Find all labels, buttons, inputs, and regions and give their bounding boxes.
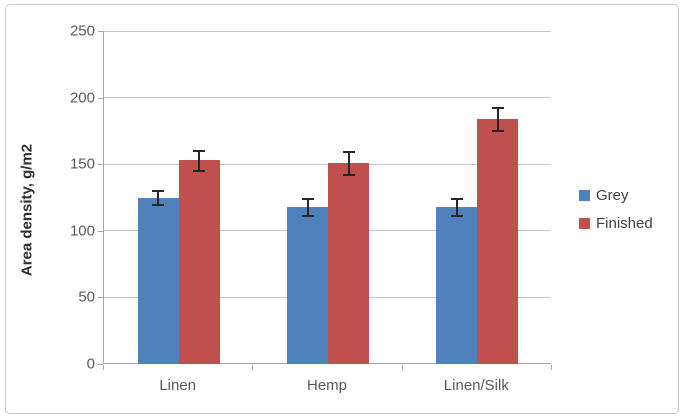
bar-grey-hemp [287,206,328,364]
error-cap-top-finished-hemp [342,150,355,153]
error-bar-finished-hemp [347,150,350,175]
error-cap-bottom-finished-linen [193,169,206,172]
x-tick-mark-1 [252,365,253,370]
y-tick-label-200: 200 [69,89,95,107]
plot-area [103,30,551,364]
error-cap-bottom-finished-hemp [342,173,355,176]
legend-label-grey: Grey [596,187,629,204]
y-tick-mark-200 [98,97,103,99]
y-axis-title: Area density, g/m2 [18,143,36,277]
x-tick-label-hemp: Hemp [306,377,347,394]
error-cap-bottom-grey-linen-silk [450,215,463,218]
gridline-200 [104,97,551,99]
error-cap-bottom-grey-hemp [301,215,314,218]
y-tick-label-50: 50 [78,288,95,306]
error-bar-grey-linen-silk [455,197,458,217]
error-cap-top-grey-hemp [301,197,314,200]
error-cap-top-finished-linen [193,149,206,152]
x-tick-label-linen: Linen [159,377,197,394]
bar-finished-linen [178,160,220,364]
error-cap-top-grey-linen-silk [450,197,463,200]
bar-finished-linen-silk [477,118,519,364]
x-tick-mark-0 [103,365,104,370]
bar-finished-hemp [328,162,369,364]
legend-label-finished: Finished [596,215,653,232]
error-bar-grey-hemp [306,197,309,217]
gridline-250 [104,30,551,32]
error-cap-top-grey-linen [152,189,165,192]
bar-grey-linen-silk [436,206,478,364]
gridline-150 [104,163,551,165]
error-cap-bottom-finished-linen-silk [491,129,504,132]
y-tick-label-150: 150 [69,155,95,173]
error-bar-finished-linen-silk [496,106,499,131]
y-tick-label-100: 100 [69,222,95,240]
error-bar-finished-linen [198,149,201,171]
legend-swatch-finished [579,218,590,229]
bar-grey-linen [137,197,179,364]
y-tick-label-250: 250 [69,22,95,40]
x-tick-mark-3 [551,365,552,370]
y-tick-mark-150 [98,164,103,166]
y-tick-mark-100 [98,230,103,232]
legend: Grey Finished [579,188,653,231]
y-tick-mark-0 [98,364,103,365]
legend-item-grey: Grey [579,188,653,203]
x-tick-label-linen-silk: Linen/Silk [443,377,509,394]
legend-item-finished: Finished [579,216,653,231]
x-tick-mark-2 [402,365,403,370]
y-tick-mark-250 [98,31,103,32]
y-tick-label-0: 0 [86,355,95,373]
error-cap-bottom-grey-linen [152,204,165,207]
error-cap-top-finished-linen-silk [491,106,504,109]
y-tick-mark-50 [98,297,103,299]
error-bar-grey-linen [157,189,160,206]
legend-swatch-grey [579,190,590,201]
